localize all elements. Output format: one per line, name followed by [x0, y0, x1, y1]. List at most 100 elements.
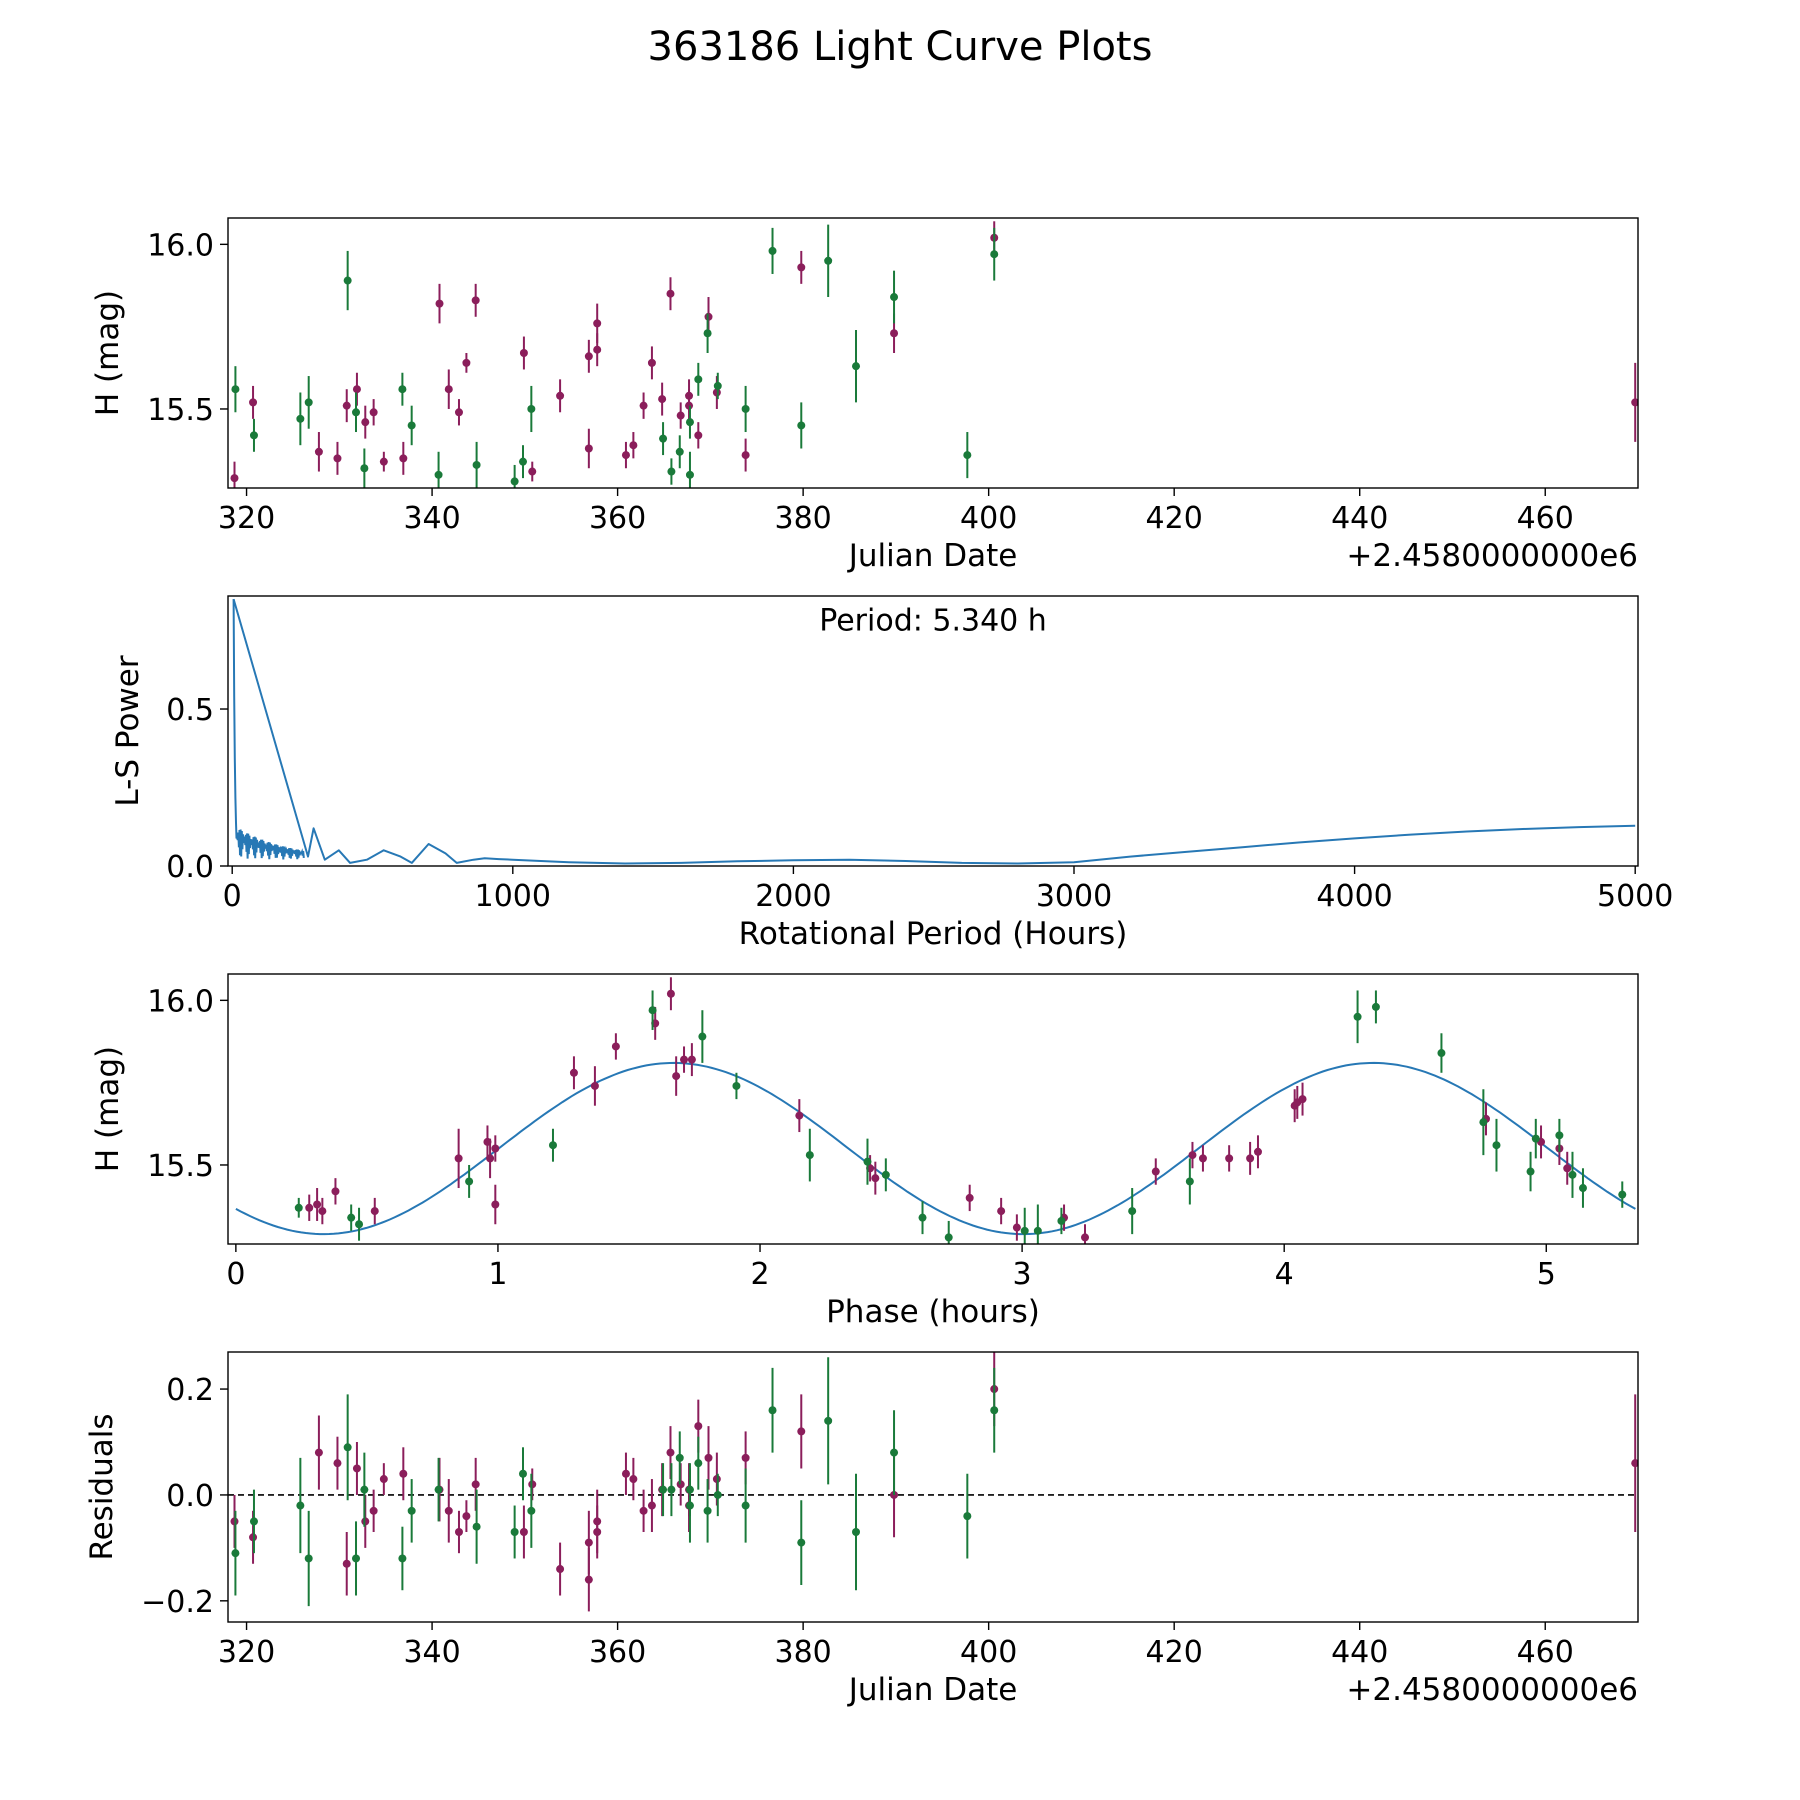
x-tick-label: 440	[1331, 1635, 1388, 1670]
x-tick-label: 4	[1275, 1257, 1294, 1292]
y-tick-label: 16.0	[147, 228, 214, 263]
data-point	[444, 385, 453, 394]
residuals-panel: 320 340 360 380 400 420 440 460 −0.2 0.0 0.2 Julian…	[84, 1351, 1639, 1708]
data-point	[963, 451, 972, 460]
data-point	[342, 1559, 351, 1568]
data-point	[629, 441, 638, 450]
data-point	[343, 1443, 352, 1452]
data-point	[611, 1042, 620, 1051]
x-axis-label: Julian Date	[847, 538, 1018, 574]
data-point	[518, 1469, 527, 1478]
data-point	[852, 362, 861, 371]
data-point	[333, 1459, 342, 1468]
data-point	[685, 418, 694, 427]
data-point	[741, 404, 750, 413]
data-point	[1437, 1049, 1446, 1058]
data-point	[584, 1538, 593, 1547]
data-point	[918, 1213, 927, 1222]
data-point	[471, 296, 480, 305]
data-point	[231, 1549, 240, 1558]
x-tick-label: 460	[1517, 501, 1574, 536]
data-point	[890, 329, 899, 338]
y-axis-label: Residuals	[84, 1413, 120, 1560]
data-point	[318, 1207, 327, 1216]
data-point	[805, 1151, 814, 1160]
y-tick-label: 0.0	[166, 1479, 214, 1514]
data-point	[569, 1068, 578, 1077]
data-point	[675, 1453, 684, 1462]
data-point	[231, 385, 240, 394]
y-tick-label: −0.2	[141, 1585, 214, 1620]
data-point	[360, 1485, 369, 1494]
residuals-plot-area	[228, 1352, 1638, 1612]
data-point	[399, 1469, 408, 1478]
data-point	[990, 250, 999, 259]
data-point	[852, 1528, 861, 1536]
data-point	[548, 1141, 557, 1150]
data-point	[890, 293, 899, 302]
data-point	[667, 1485, 676, 1494]
data-point	[963, 1512, 972, 1521]
data-point	[713, 381, 722, 390]
data-point	[639, 1506, 648, 1515]
data-point	[454, 408, 463, 417]
lightcurve-frame	[227, 217, 1639, 489]
data-point	[556, 391, 565, 400]
data-point	[965, 1193, 974, 1202]
data-point	[1578, 1184, 1587, 1193]
data-point	[687, 1055, 696, 1064]
data-point	[667, 467, 676, 476]
period-annotation: Period: 5.340 h	[819, 604, 1047, 639]
power-forest	[232, 599, 305, 860]
y-tick-label: 0.5	[166, 693, 214, 728]
data-point	[1020, 1226, 1029, 1235]
data-point	[444, 1506, 453, 1515]
data-point	[795, 1111, 804, 1120]
y-axis-label: L-S Power	[110, 655, 146, 806]
data-point	[454, 1528, 463, 1536]
data-point	[797, 1538, 806, 1547]
phase-plot-area	[235, 977, 1636, 1244]
data-point	[491, 1144, 500, 1153]
data-point	[472, 460, 481, 469]
data-point	[314, 1448, 323, 1457]
y-tick-label: 0.0	[166, 850, 214, 885]
data-point	[648, 1006, 657, 1015]
data-point	[352, 1464, 361, 1473]
data-point	[352, 1554, 361, 1563]
data-point	[658, 395, 667, 404]
x-tick-label: 1	[488, 1257, 507, 1292]
data-point	[685, 1501, 694, 1510]
lightcurve-panel: 320 340 360 380 400 420 440 460 15.5 16.0 Julian D…	[90, 217, 1639, 574]
x-tick-label: 3	[1013, 1257, 1032, 1292]
data-point	[343, 276, 352, 285]
x-tick-label: 420	[1146, 501, 1203, 536]
residuals-frame	[227, 1351, 1639, 1623]
data-point	[890, 1448, 899, 1457]
x-tick-label: 5	[1537, 1257, 1556, 1292]
data-point	[296, 414, 305, 423]
phase-frame	[227, 973, 1639, 1245]
data-point	[797, 263, 806, 272]
x-tick-label: 400	[960, 1635, 1017, 1670]
data-point	[703, 1506, 712, 1515]
data-point	[331, 1187, 340, 1196]
data-point	[593, 1517, 602, 1526]
data-point	[694, 431, 703, 440]
data-point	[1033, 1226, 1042, 1235]
periodogram-frame	[227, 595, 1639, 867]
lightcurve-plot-area	[230, 221, 1638, 488]
data-point	[313, 1200, 322, 1209]
y-tick-label: 16.0	[147, 984, 214, 1019]
data-point	[347, 1213, 356, 1222]
data-point	[510, 477, 519, 486]
data-point	[518, 457, 527, 466]
data-point	[314, 447, 323, 456]
x-tick-label: 5000	[1597, 879, 1673, 914]
data-point	[675, 447, 684, 456]
x-tick-label: 380	[774, 501, 831, 536]
data-point	[685, 470, 694, 479]
data-point	[527, 1506, 536, 1515]
data-point	[352, 408, 361, 417]
